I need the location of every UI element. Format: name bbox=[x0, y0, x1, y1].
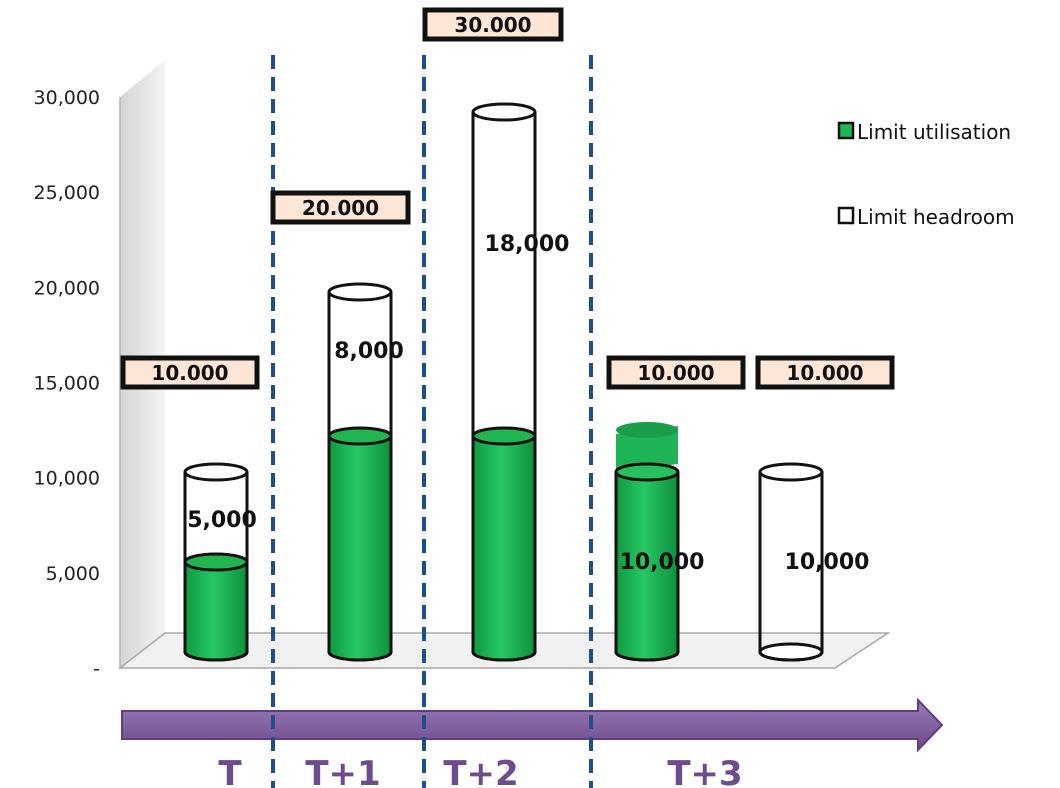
limit-box-frame bbox=[120, 355, 260, 390]
utilisation-top bbox=[327, 426, 393, 446]
limit-label: 10.000 bbox=[637, 361, 714, 385]
data-label: 5,000 bbox=[187, 508, 257, 533]
utilisation-top bbox=[183, 552, 249, 572]
utilisation-bar bbox=[616, 472, 678, 660]
limit-label: 20.000 bbox=[302, 196, 379, 220]
headroom-top bbox=[471, 102, 537, 122]
limit-label: 30.000 bbox=[454, 13, 531, 37]
cylinder-0 bbox=[183, 462, 249, 662]
limit-box-frame bbox=[270, 190, 411, 225]
limit-box: 20.000 bbox=[270, 190, 411, 225]
y-tick-label: 15,000 bbox=[34, 373, 100, 395]
legend-swatch-headroom bbox=[837, 206, 855, 225]
y-tick-label: 20,000 bbox=[34, 277, 100, 299]
timeline-arrow bbox=[121, 697, 944, 753]
cylinder-3 bbox=[614, 422, 680, 662]
data-label: 10,000 bbox=[620, 550, 705, 575]
y-tick-label: 10,000 bbox=[34, 468, 100, 490]
period-label-t2: T+2 bbox=[443, 754, 518, 788]
utilisation-top bbox=[614, 462, 680, 482]
headroom-top bbox=[183, 462, 249, 482]
limit-box-frame bbox=[422, 7, 564, 42]
data-label: 10,000 bbox=[785, 550, 870, 575]
period-label-t3: T+3 bbox=[667, 754, 742, 788]
limit-label: 10.000 bbox=[786, 361, 863, 385]
legend: Limit utilisation Limit headroom bbox=[837, 120, 1015, 229]
cylinder-1 bbox=[327, 282, 393, 662]
limit-box: 10.000 bbox=[755, 355, 895, 390]
utilisation-bottom-rim bbox=[471, 651, 537, 662]
limit-label: 10.000 bbox=[151, 361, 228, 385]
limit-box: 10.000 bbox=[606, 355, 746, 390]
data-label: 18,000 bbox=[485, 232, 570, 257]
utilisation-bottom-rim bbox=[614, 651, 680, 662]
y-tick-label: 5,000 bbox=[46, 563, 100, 585]
limit-box: 30.000 bbox=[422, 7, 564, 42]
utilisation-bottom-rim bbox=[327, 651, 393, 662]
utilisation-bar bbox=[185, 562, 247, 660]
y-tick-label: 30,000 bbox=[34, 87, 100, 109]
limit-box: 10.000 bbox=[120, 355, 260, 390]
headroom-bottom-rim bbox=[758, 651, 824, 662]
y-tick-label: - bbox=[93, 658, 100, 680]
headroom-top bbox=[758, 462, 824, 482]
legend-swatch-utilisation bbox=[837, 121, 855, 140]
data-label: 8,000 bbox=[334, 339, 404, 364]
period-label-t: T bbox=[218, 754, 242, 788]
utilisation-lid bbox=[616, 426, 678, 472]
period-label-t1: T+1 bbox=[305, 754, 380, 788]
utilisation-bottom-rim bbox=[183, 651, 249, 662]
utilisation-bar bbox=[473, 436, 535, 660]
utilisation-top bbox=[471, 426, 537, 446]
y-tick-label: 25,000 bbox=[34, 182, 100, 204]
utilisation-bar bbox=[329, 436, 391, 660]
cylinder-2 bbox=[471, 102, 537, 662]
utilisation-lid-top bbox=[616, 422, 678, 438]
legend-label-utilisation: Limit utilisation bbox=[857, 120, 1011, 144]
legend-label-headroom: Limit headroom bbox=[857, 205, 1015, 229]
limit-box-frame bbox=[755, 355, 895, 390]
cylinder-4 bbox=[758, 462, 824, 662]
limit-box-frame bbox=[606, 355, 746, 390]
headroom-top bbox=[327, 282, 393, 302]
